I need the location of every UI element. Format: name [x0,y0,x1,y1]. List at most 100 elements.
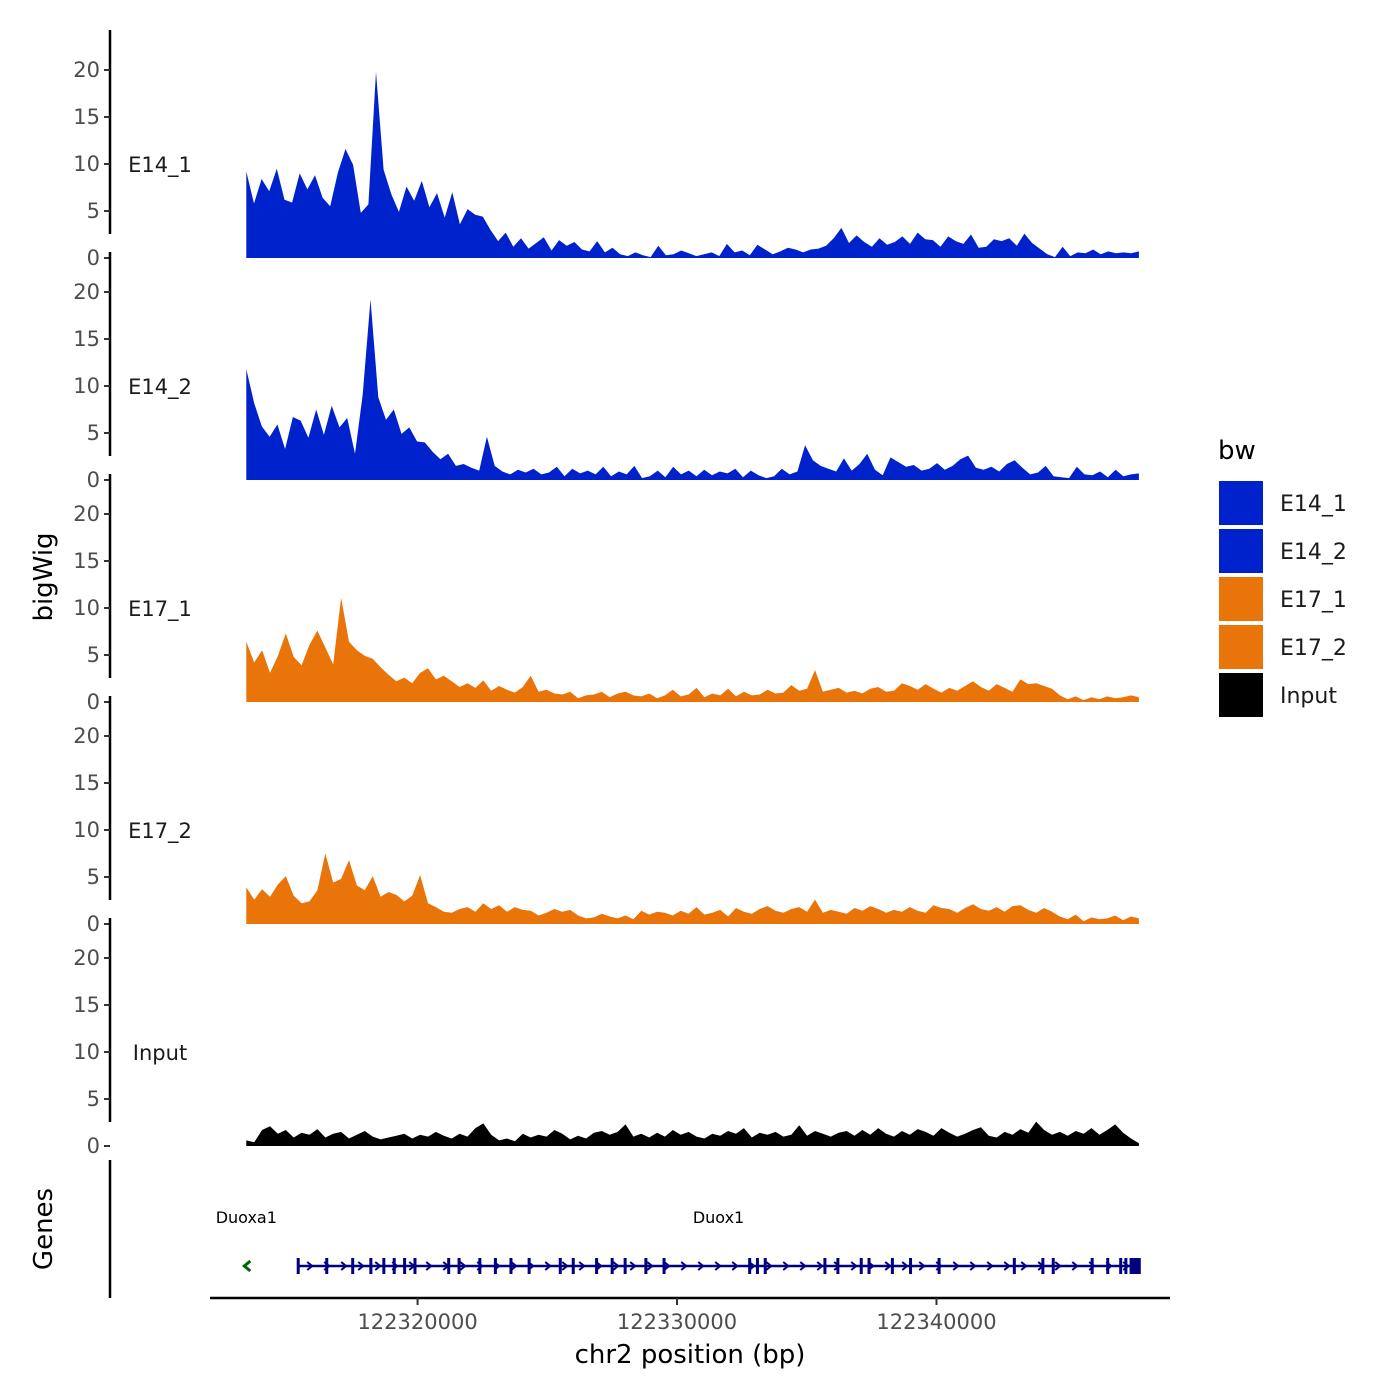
gene-Duoxa1: Duoxa1 [216,1208,277,1273]
exon [478,1258,482,1274]
y-tick-label: 15 [73,105,100,129]
legend-key-E14_1 [1217,479,1265,527]
exon [748,1258,752,1274]
y-tick-label: 10 [73,596,100,620]
strand-arrow [731,1261,739,1271]
exon [403,1258,407,1274]
gene-label: Duoxa1 [216,1208,277,1227]
signal-area-E14_1 [246,71,1139,259]
signal-area-E14_2 [246,299,1139,480]
exon [296,1258,300,1274]
strand-arrow [1003,1261,1011,1271]
exon [1129,1258,1133,1274]
strand-arrow [306,1261,314,1271]
exon [763,1258,767,1274]
legend-key-E17_1 [1217,575,1265,623]
exon [509,1258,513,1274]
exon [457,1258,461,1274]
track-Input: 0 5 10 15 20 Input [73,918,1139,1158]
exon [909,1258,913,1274]
strand-arrow [578,1261,586,1271]
exon [527,1258,531,1274]
strand-arrow [884,1261,892,1271]
exon [890,1258,894,1274]
strand-arrow [918,1261,926,1271]
exon [823,1258,827,1274]
strand-arrow [901,1261,909,1271]
strand-arrow [629,1261,637,1271]
legend: bw E14_1 E14_2 E17_1 E17_2 Input [1217,436,1347,719]
exon [937,1258,941,1274]
y-tick-label: 10 [73,374,100,398]
y-axis-title: bigWig [29,532,59,621]
exon [1090,1258,1094,1274]
y-tick-label: 5 [87,199,100,223]
y-tick-label: 5 [87,643,100,667]
exon [1106,1258,1110,1274]
exon [493,1258,497,1274]
y-tick-label: 5 [87,1087,100,1111]
gene-Duox1: Duox1 [296,1208,1141,1274]
legend-label-E17_1: E17_1 [1280,588,1347,613]
strand-arrow [340,1261,348,1271]
y-tick-label: 5 [87,421,100,445]
legend-label-E14_1: E14_1 [1280,492,1347,517]
exon [610,1258,614,1274]
exon [447,1258,451,1274]
strand-arrow [646,1261,654,1271]
strand-arrow [850,1261,858,1271]
exon [1124,1258,1128,1274]
strand-arrow [459,1261,467,1271]
strand-arrow [425,1261,433,1271]
exon [392,1258,396,1274]
track-E17_1: 0 5 10 15 20 E17_1 [73,474,1139,714]
track-label: E17_2 [128,819,192,844]
y-tick-label: 10 [73,152,100,176]
exon [623,1258,627,1274]
y-tick-label: 20 [73,724,100,748]
track-label: Input [133,1041,187,1065]
y-tick-label: 15 [73,993,100,1017]
y-tick-label: 20 [73,502,100,526]
strand-arrow [357,1261,365,1271]
strand-arrow [714,1261,722,1271]
strand-arrow [241,1259,252,1273]
y-tick-label: 0 [87,1134,100,1158]
exon [1041,1258,1045,1274]
signal-area-E17_2 [246,853,1139,924]
strand-arrow [544,1261,552,1271]
legend-label-E14_2: E14_2 [1280,540,1347,565]
y-tick-label: 0 [87,468,100,492]
y-tick-label: 10 [73,1040,100,1064]
y-tick-label: 0 [87,912,100,936]
strand-arrow [374,1261,382,1271]
x-tick-label: 122330000 [617,1310,737,1334]
x-axis-title: chr2 position (bp) [575,1340,806,1370]
exon [571,1258,575,1274]
strand-arrow [952,1261,960,1271]
legend-label-E17_2: E17_2 [1280,636,1347,661]
strand-arrow [765,1261,773,1271]
exon [867,1258,871,1274]
exon [1012,1258,1016,1274]
track-E14_1: 0 5 10 15 20 E14_1 [73,30,1139,270]
legend-label-Input: Input [1280,684,1337,709]
exon [1131,1258,1141,1274]
signal-area-E17_1 [246,597,1139,702]
genes-axis-title: Genes [29,1188,59,1270]
strand-arrow [510,1261,518,1271]
legend-key-Input [1217,671,1265,719]
y-tick-label: 20 [73,58,100,82]
y-tick-label: 20 [73,946,100,970]
strand-arrow [782,1261,790,1271]
bigwig-tracks: 05101520E14_105101520E14_205101520E17_10… [73,30,1139,1158]
y-tick-label: 20 [73,280,100,304]
y-tick-label: 15 [73,771,100,795]
y-tick-label: 15 [73,327,100,351]
y-tick-label: 5 [87,865,100,889]
exon [413,1258,417,1274]
strand-arrow [663,1261,671,1271]
signal-area-Input [246,1121,1139,1146]
x-axis: 122320000 122330000 122340000 [210,1296,1170,1334]
